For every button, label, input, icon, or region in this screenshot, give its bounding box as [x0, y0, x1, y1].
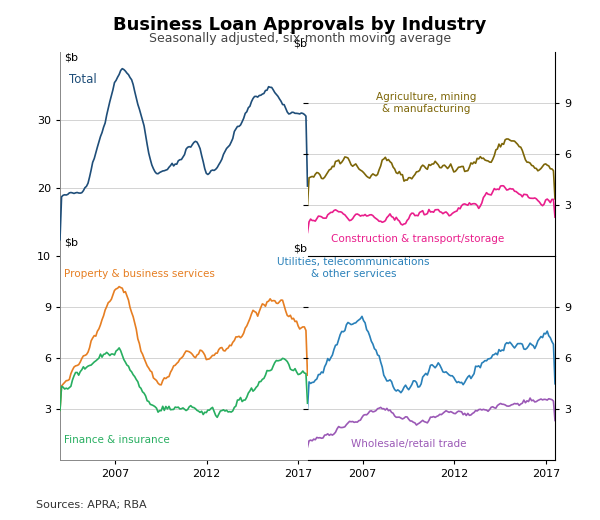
Text: Construction & transport/storage: Construction & transport/storage [331, 235, 504, 244]
Text: Business Loan Approvals by Industry: Business Loan Approvals by Industry [113, 16, 487, 34]
Text: $b: $b [293, 243, 308, 253]
Text: Sources: APRA; RBA: Sources: APRA; RBA [36, 500, 146, 510]
Text: Agriculture, mining
& manufacturing: Agriculture, mining & manufacturing [376, 92, 477, 113]
Text: $b: $b [64, 238, 77, 248]
Text: Finance & insurance: Finance & insurance [64, 435, 169, 445]
Text: Wholesale/retail trade: Wholesale/retail trade [350, 438, 466, 449]
Text: Seasonally adjusted, six-month moving average: Seasonally adjusted, six-month moving av… [149, 32, 451, 45]
Text: Utilities, telecommunications
& other services: Utilities, telecommunications & other se… [277, 257, 430, 279]
Text: $b: $b [293, 39, 308, 49]
Text: Total: Total [69, 73, 97, 86]
Text: Property & business services: Property & business services [64, 268, 215, 279]
Text: $b: $b [64, 52, 77, 62]
